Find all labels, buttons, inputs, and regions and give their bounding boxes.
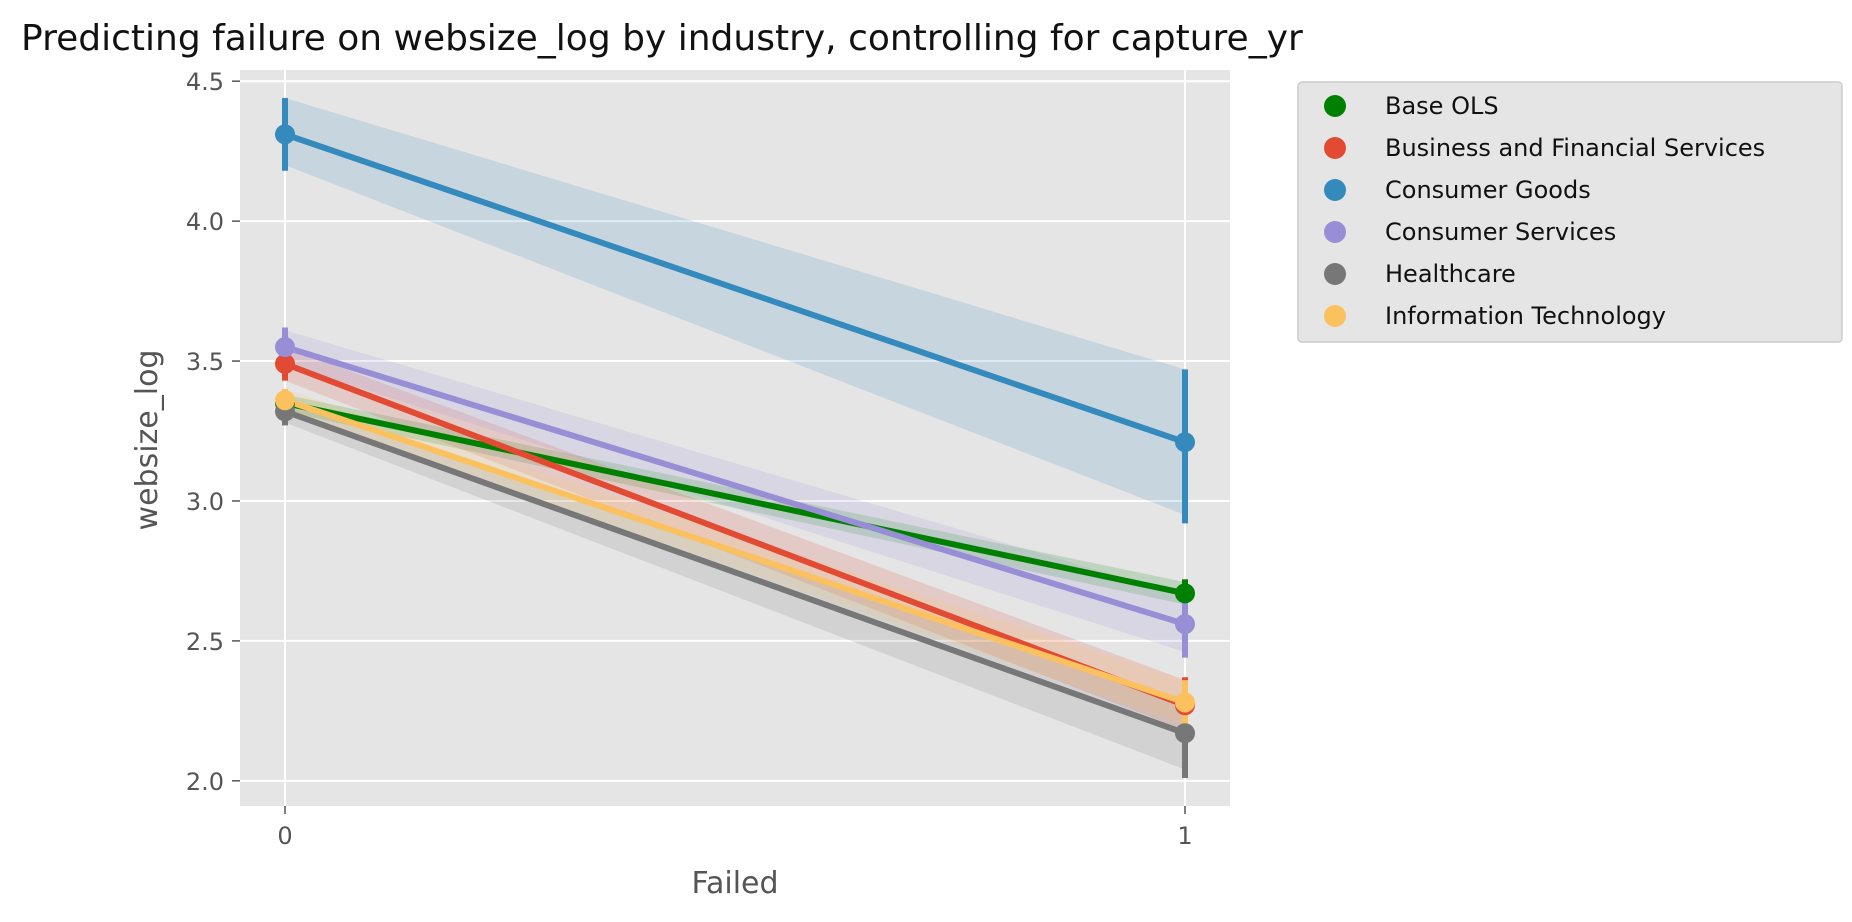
y-tick-label: 4.5 xyxy=(186,68,224,96)
data-point xyxy=(275,390,295,411)
data-point xyxy=(1175,692,1195,713)
legend-label: Business and Financial Services xyxy=(1385,134,1765,162)
legend-label: Consumer Services xyxy=(1385,218,1616,246)
legend-marker xyxy=(1324,137,1346,159)
y-tick-label: 4.0 xyxy=(186,208,224,236)
series-points xyxy=(275,124,1195,744)
legend-label: Information Technology xyxy=(1385,302,1666,330)
data-point xyxy=(1175,583,1195,604)
y-tick-label: 2.0 xyxy=(186,768,224,796)
legend-box xyxy=(1297,81,1843,343)
legend-marker xyxy=(1324,305,1346,327)
x-axis-label: Failed xyxy=(691,866,778,901)
x-tick-label: 1 xyxy=(1177,822,1192,850)
legend-marker xyxy=(1324,95,1346,117)
data-point xyxy=(275,353,295,374)
data-point xyxy=(1175,432,1195,453)
data-point xyxy=(275,124,295,145)
y-axis-ticks: 2.0 2.5 3.0 3.5 4.0 4.5 xyxy=(186,68,240,796)
legend-label: Consumer Goods xyxy=(1385,176,1591,204)
series-line xyxy=(284,131,1186,446)
legend-items: Base OLS Business and Financial Services C… xyxy=(1324,92,1765,330)
confidence-band xyxy=(285,330,1185,653)
legend-marker xyxy=(1324,179,1346,201)
legend-label: Healthcare xyxy=(1385,260,1516,288)
series-line xyxy=(283,361,1187,709)
legend-marker xyxy=(1324,263,1346,285)
series-line xyxy=(284,400,1186,597)
y-tick-label: 2.5 xyxy=(186,628,224,656)
series-line xyxy=(284,397,1186,706)
series-line xyxy=(283,408,1187,737)
y-tick-label: 3.5 xyxy=(186,348,224,376)
series-lines xyxy=(283,131,1187,737)
confidence-band xyxy=(285,347,1185,731)
y-tick-label: 3.0 xyxy=(186,488,224,516)
legend-label: Base OLS xyxy=(1385,92,1499,120)
data-point xyxy=(1175,614,1195,635)
legend-marker xyxy=(1324,221,1346,243)
y-axis-label: websize_log xyxy=(130,350,165,531)
series-line xyxy=(284,344,1186,627)
confidence-band xyxy=(285,97,1185,515)
chart-title: Predicting failure on websize_log by ind… xyxy=(21,18,1303,59)
data-point xyxy=(1175,723,1195,744)
legend: Base OLS Business and Financial Services C… xyxy=(1297,81,1843,343)
x-tick-label: 0 xyxy=(277,822,292,850)
data-point xyxy=(275,337,295,358)
